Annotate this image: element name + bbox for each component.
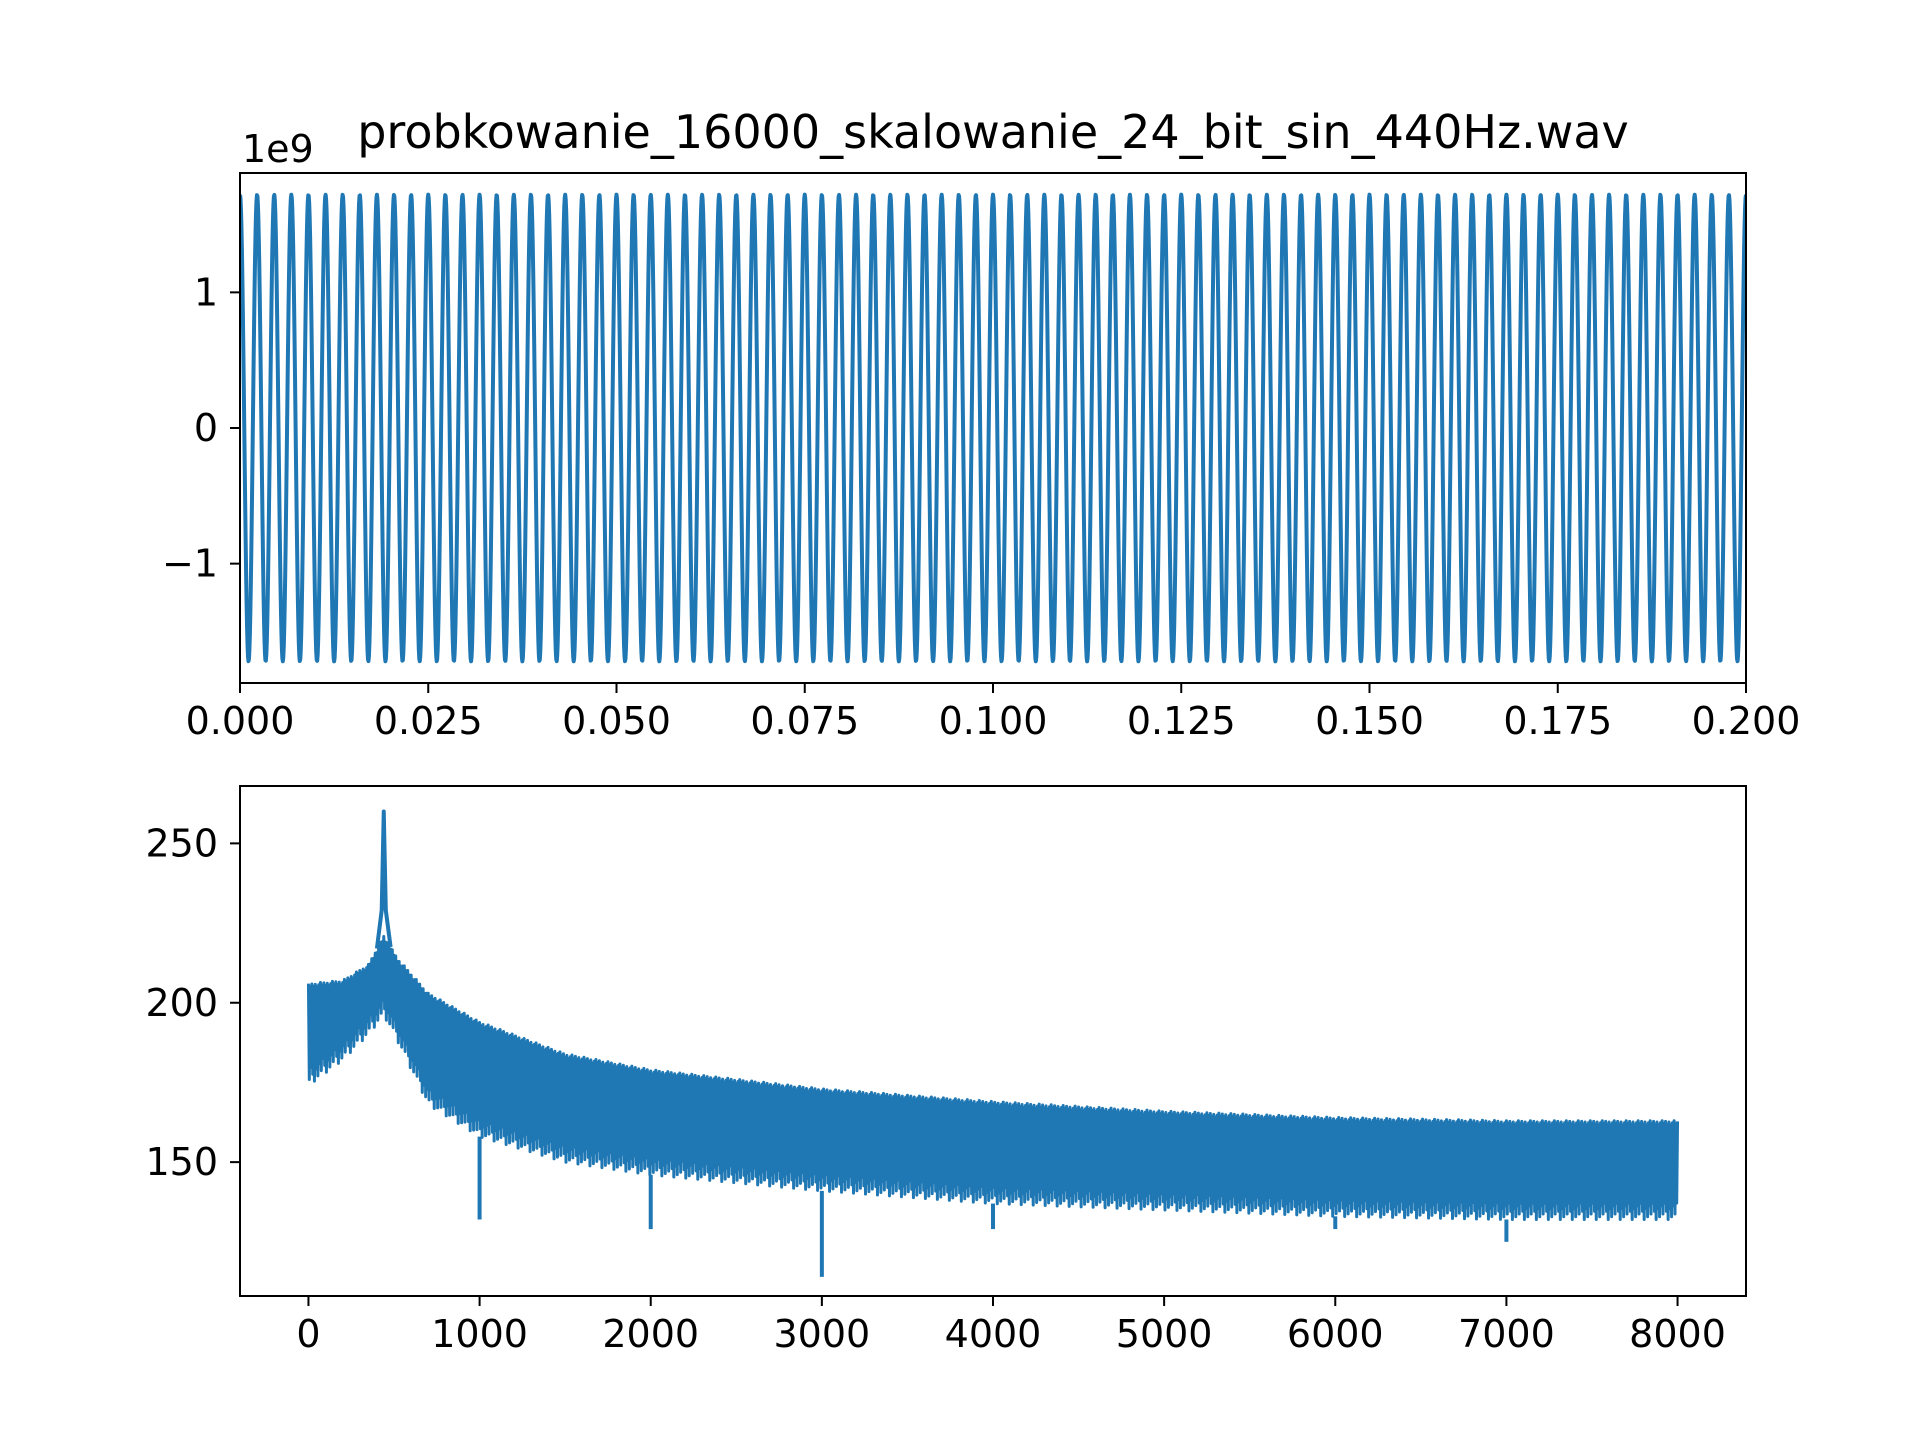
spectrum-x-tick-label: 5000 <box>1116 1312 1213 1356</box>
spectrum-axis-ticks: 0 1000 2000 3000 4000 5000 6000 7000 8000 150 200 2… <box>145 821 1725 1356</box>
spectrum-x-tick-label: 4000 <box>945 1312 1042 1356</box>
spectrum-panel: 0 1000 2000 3000 4000 5000 6000 7000 8000 150 200 2… <box>145 785 1747 1356</box>
signal-y-tick-label: −1 <box>162 542 218 586</box>
signal-y-tick-label: 0 <box>194 406 218 450</box>
signal-x-tick-label: 0.100 <box>939 699 1048 743</box>
y-offset-label: 1e9 <box>242 127 314 171</box>
spectrum-series-line <box>306 935 1680 1221</box>
spectrum-x-tick-label: 3000 <box>774 1312 871 1356</box>
signal-x-tick-label: 0.075 <box>750 699 859 743</box>
signal-x-tick-label: 0.125 <box>1127 699 1236 743</box>
spectrum-y-tick-label: 200 <box>145 981 218 1025</box>
signal-axis-ticks: 0.000 0.025 0.050 0.075 0.100 0.125 0.150 0.175… <box>162 270 1800 743</box>
spectrum-x-tick-label: 6000 <box>1287 1312 1384 1356</box>
signal-x-tick-label: 0.175 <box>1503 699 1612 743</box>
signal-series-line <box>240 192 1746 664</box>
spectrum-x-tick-label: 2000 <box>602 1312 699 1356</box>
signal-x-tick-label: 0.000 <box>186 699 295 743</box>
spectrum-x-tick-label: 7000 <box>1458 1312 1555 1356</box>
spectrum-x-tick-label: 1000 <box>431 1312 528 1356</box>
spectrum-peak <box>374 809 393 949</box>
signal-x-tick-label: 0.050 <box>562 699 671 743</box>
spectrum-axes-frame <box>239 785 1747 1297</box>
spectrum-y-tick-label: 150 <box>145 1140 218 1184</box>
signal-x-tick-label: 0.150 <box>1315 699 1424 743</box>
spectrum-plot-area <box>306 809 1680 1277</box>
spectrum-x-tick-label: 8000 <box>1629 1312 1726 1356</box>
signal-plot-area <box>240 192 1746 664</box>
signal-x-tick-label: 0.025 <box>374 699 483 743</box>
spectrum-x-tick-label: 0 <box>296 1312 320 1356</box>
spectrum-y-tick-label: 250 <box>145 821 218 865</box>
signal-panel: probkowanie_16000_skalowanie_24_bit_sin_… <box>162 105 1800 743</box>
signal-y-tick-label: 1 <box>194 270 218 314</box>
signal-x-tick-label: 0.200 <box>1692 699 1801 743</box>
chart-title: probkowanie_16000_skalowanie_24_bit_sin_… <box>357 105 1629 159</box>
signal-axes-frame <box>239 172 1747 684</box>
